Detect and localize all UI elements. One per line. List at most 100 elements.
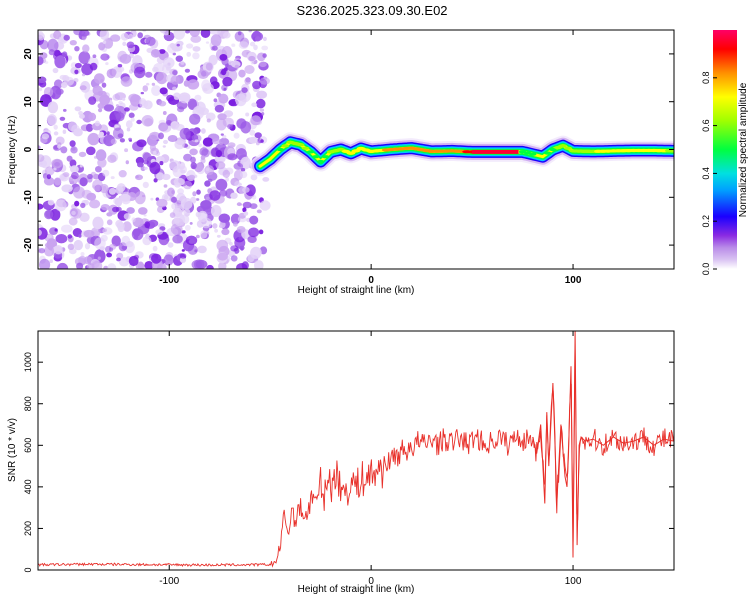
noise-speckle bbox=[200, 230, 208, 239]
noise-speckle bbox=[128, 112, 135, 119]
noise-speckle bbox=[252, 80, 262, 90]
noise-speckle bbox=[242, 201, 252, 209]
noise-speckle bbox=[185, 30, 190, 34]
noise-speckle bbox=[149, 131, 161, 141]
noise-speckle bbox=[233, 162, 244, 170]
noise-speckle bbox=[234, 31, 245, 42]
noise-speckle bbox=[173, 177, 185, 186]
noise-speckle bbox=[243, 211, 249, 216]
noise-speckle bbox=[163, 254, 174, 266]
signal-ridge-core bbox=[346, 151, 356, 155]
noise-speckle bbox=[153, 150, 157, 155]
noise-speckle bbox=[142, 181, 149, 189]
spectrogram-y-tick-label: -10 bbox=[23, 190, 34, 205]
noise-speckle bbox=[236, 263, 248, 269]
noise-speckle bbox=[47, 199, 55, 206]
noise-speckle bbox=[122, 221, 132, 232]
noise-speckle bbox=[116, 257, 121, 262]
noise-speckle bbox=[201, 128, 206, 134]
snr-y-tick-label: 200 bbox=[23, 521, 33, 536]
noise-speckle bbox=[74, 62, 82, 69]
noise-speckle bbox=[209, 190, 221, 201]
noise-speckle bbox=[186, 43, 194, 49]
noise-speckle bbox=[61, 184, 73, 193]
noise-speckle bbox=[159, 87, 168, 95]
noise-speckle bbox=[124, 148, 129, 153]
noise-speckle bbox=[240, 121, 252, 134]
noise-speckle bbox=[161, 173, 171, 181]
noise-speckle bbox=[39, 258, 51, 269]
noise-speckle bbox=[121, 245, 128, 251]
noise-speckle bbox=[92, 216, 104, 230]
noise-speckle bbox=[131, 217, 136, 223]
noise-speckle bbox=[80, 252, 85, 257]
noise-speckle bbox=[68, 217, 78, 226]
noise-speckle bbox=[151, 82, 156, 86]
noise-speckle bbox=[255, 98, 266, 109]
noise-speckle bbox=[215, 178, 228, 191]
noise-speckle bbox=[94, 120, 100, 127]
noise-speckle bbox=[244, 77, 251, 85]
noise-speckle bbox=[74, 106, 82, 112]
noise-speckle bbox=[210, 204, 222, 218]
noise-speckle bbox=[57, 144, 62, 149]
noise-speckle bbox=[78, 111, 83, 116]
noise-speckle bbox=[144, 118, 153, 127]
noise-speckle bbox=[125, 160, 129, 165]
noise-speckle bbox=[38, 203, 44, 210]
noise-speckle bbox=[68, 178, 74, 183]
noise-speckle bbox=[173, 92, 181, 100]
noise-speckle bbox=[153, 50, 161, 58]
noise-speckle bbox=[91, 260, 103, 269]
noise-speckle bbox=[93, 156, 98, 159]
noise-speckle-layer bbox=[38, 30, 271, 269]
noise-speckle bbox=[183, 153, 193, 162]
noise-speckle bbox=[212, 45, 218, 51]
noise-speckle bbox=[177, 188, 185, 195]
noise-speckle bbox=[174, 140, 185, 150]
noise-speckle bbox=[92, 85, 103, 96]
noise-speckle bbox=[205, 167, 210, 172]
noise-speckle bbox=[55, 136, 65, 145]
noise-speckle bbox=[79, 164, 83, 168]
spectrogram-y-tick-label: 10 bbox=[23, 96, 34, 108]
noise-speckle bbox=[146, 82, 150, 86]
noise-speckle bbox=[107, 263, 117, 269]
noise-speckle bbox=[137, 261, 144, 269]
noise-speckle bbox=[255, 141, 260, 146]
noise-speckle bbox=[100, 234, 108, 242]
noise-speckle bbox=[54, 54, 66, 69]
noise-speckle bbox=[87, 132, 100, 146]
noise-speckle bbox=[122, 41, 127, 46]
noise-speckle bbox=[81, 73, 86, 77]
noise-speckle bbox=[112, 127, 124, 140]
noise-speckle bbox=[239, 245, 245, 251]
noise-speckle bbox=[254, 132, 262, 139]
noise-speckle bbox=[156, 72, 168, 85]
snr-x-tick-label: -100 bbox=[159, 576, 179, 587]
noise-speckle bbox=[249, 215, 259, 225]
noise-speckle bbox=[158, 132, 164, 140]
noise-speckle bbox=[68, 121, 78, 132]
noise-speckle bbox=[147, 219, 159, 228]
noise-speckle bbox=[103, 37, 114, 49]
noise-speckle bbox=[217, 252, 228, 261]
noise-speckle bbox=[79, 177, 88, 187]
noise-speckle bbox=[171, 202, 178, 210]
noise-speckle bbox=[95, 166, 102, 173]
noise-speckle bbox=[187, 245, 198, 255]
noise-speckle bbox=[46, 174, 52, 180]
noise-speckle bbox=[151, 253, 162, 264]
noise-speckle bbox=[54, 228, 58, 232]
noise-speckle bbox=[120, 76, 133, 87]
noise-speckle bbox=[219, 221, 226, 229]
noise-speckle bbox=[195, 198, 200, 201]
noise-speckle bbox=[238, 183, 242, 186]
noise-speckle bbox=[73, 239, 84, 251]
noise-speckle bbox=[137, 32, 143, 39]
noise-speckle bbox=[69, 159, 77, 168]
noise-speckle bbox=[194, 94, 202, 101]
noise-speckle bbox=[136, 139, 147, 148]
noise-speckle bbox=[62, 129, 67, 134]
noise-speckle bbox=[71, 210, 76, 216]
